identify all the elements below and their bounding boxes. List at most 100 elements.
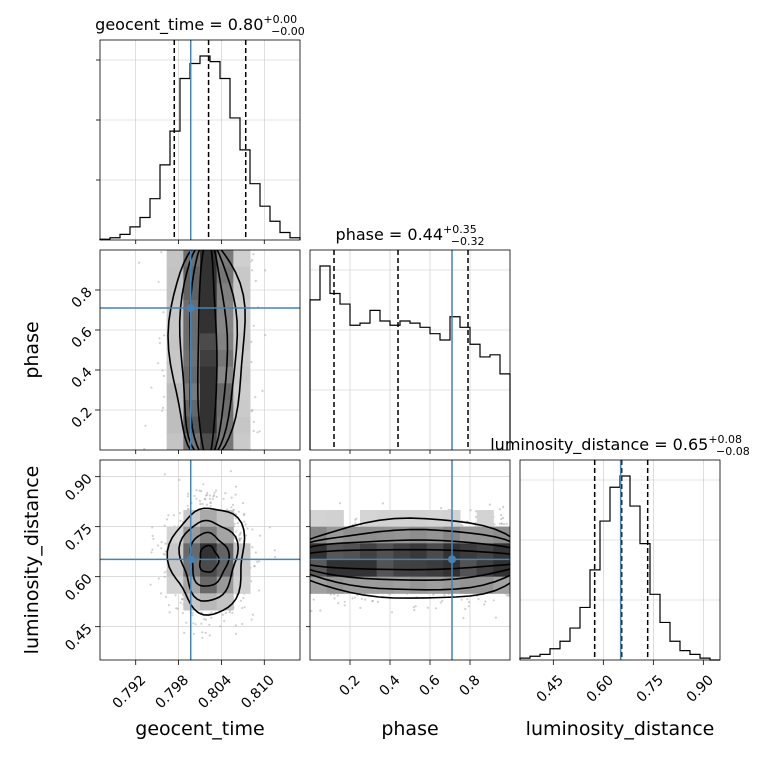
sample-point	[254, 396, 257, 399]
sample-point	[191, 614, 194, 617]
sample-point	[251, 613, 254, 616]
density-block	[166, 266, 184, 284]
density-block	[360, 543, 378, 561]
title-minus-luminosity_distance: −0.08	[716, 445, 750, 458]
sample-point	[238, 538, 241, 542]
sample-point	[211, 498, 214, 501]
sample-point	[268, 526, 271, 529]
title-plus-luminosity_distance: +0.08	[708, 433, 742, 446]
xtick-label-luminosity_distance-0: 0.45	[534, 672, 567, 705]
sample-point	[244, 523, 247, 526]
sample-point	[256, 431, 259, 434]
title-minus-phase: −0.32	[451, 235, 485, 248]
density-block	[216, 366, 234, 384]
sample-point	[179, 601, 182, 604]
xtick-label-luminosity_distance-3: 0.90	[684, 672, 717, 705]
text-layer: geocent_time = 0.80+0.00 −0.00 phase = 0.4…	[21, 13, 750, 740]
sample-point	[212, 495, 215, 498]
title-plus-geocent_time: +0.00	[263, 13, 297, 26]
sample-point	[210, 611, 213, 614]
contour-2-3	[310, 517, 510, 599]
sample-point	[467, 601, 471, 604]
sample-point	[162, 311, 165, 314]
sample-point	[150, 551, 153, 554]
axes-layer	[95, 39, 721, 665]
ylabel-phase: phase	[21, 321, 43, 378]
sample-point	[434, 607, 438, 610]
sample-point	[239, 599, 243, 602]
sample-point	[167, 514, 170, 517]
sample-point	[507, 593, 510, 596]
pair-panel-phase-luminosity_distance	[310, 460, 510, 660]
sample-point	[251, 528, 254, 531]
density-block	[166, 576, 184, 594]
sample-point	[462, 617, 465, 620]
sample-point	[193, 494, 196, 497]
density-block	[460, 576, 478, 594]
density-block	[233, 366, 251, 384]
density-block	[166, 433, 184, 450]
sample-point	[426, 606, 429, 609]
sample-point	[202, 483, 205, 486]
sample-point	[179, 519, 182, 523]
xtick-label-geocent_time-0: 0.792	[110, 672, 150, 712]
xtick-label-luminosity_distance-2: 0.75	[634, 672, 667, 705]
sample-point	[209, 502, 212, 505]
sample-point	[200, 622, 203, 625]
sample-point	[187, 508, 190, 511]
sample-point	[253, 565, 256, 568]
sample-point	[474, 515, 478, 519]
density-block	[200, 526, 218, 544]
sample-point	[241, 606, 244, 610]
sample-point	[432, 593, 435, 596]
title-minus-geocent_time: −0.00	[271, 25, 305, 38]
sample-point	[460, 523, 463, 527]
sample-point	[213, 491, 216, 494]
density-block	[200, 510, 218, 528]
xtick-label-geocent_time-2: 0.804	[195, 672, 235, 712]
sample-point	[200, 490, 203, 493]
sample-point	[251, 259, 254, 262]
sample-point	[186, 495, 189, 498]
sample-point	[152, 537, 155, 541]
density-block	[360, 576, 378, 594]
sample-point	[250, 618, 253, 621]
density-block	[326, 576, 344, 594]
sample-point	[151, 548, 154, 551]
sample-point	[238, 538, 242, 541]
density-block	[183, 400, 201, 418]
sample-point	[312, 598, 315, 601]
density-block	[393, 560, 411, 578]
sample-point	[502, 505, 505, 509]
sample-point	[237, 510, 240, 513]
sample-point	[234, 493, 237, 496]
sample-point	[201, 636, 204, 639]
sample-point	[199, 502, 202, 506]
sample-point	[474, 510, 478, 513]
sample-point	[163, 571, 166, 574]
sample-point	[230, 506, 233, 509]
pair-panel-geocent_time-luminosity_distance	[100, 460, 300, 660]
density-block	[410, 576, 428, 594]
sample-point	[206, 491, 209, 495]
title-luminosity_distance: luminosity_distance = 0.65+0.08 −0.08	[490, 433, 750, 458]
sample-point	[160, 541, 163, 544]
sample-point	[243, 513, 246, 516]
density-block	[360, 510, 378, 528]
density-block	[166, 383, 184, 401]
hist-frame-geocent_time	[99, 39, 301, 241]
sample-point	[162, 552, 165, 556]
sample-point	[359, 606, 362, 610]
xtick-label-geocent_time-1: 0.798	[153, 672, 193, 712]
sample-point	[440, 507, 443, 510]
sample-point	[224, 611, 227, 614]
sample-point	[204, 618, 208, 621]
sample-point	[252, 420, 255, 423]
density-block	[216, 510, 234, 528]
sample-point	[252, 324, 255, 327]
sample-point	[234, 517, 237, 520]
sample-point	[158, 337, 161, 340]
contour-2-0	[310, 548, 510, 571]
sample-point	[254, 551, 257, 554]
sample-point	[192, 622, 195, 625]
